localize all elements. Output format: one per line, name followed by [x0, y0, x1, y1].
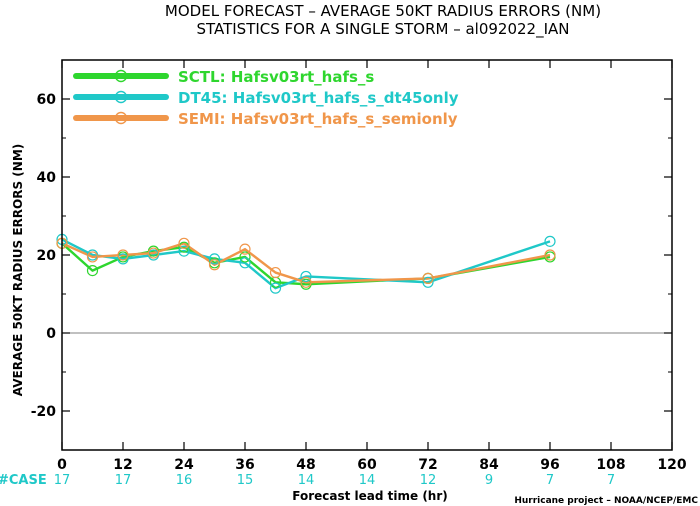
case-count: 15 [237, 473, 254, 488]
data-point-1-2 [117, 253, 129, 265]
x-tick-label: 36 [235, 457, 254, 473]
legend-entry-0: SCTL: Hafsv03rt_hafs_s [178, 68, 374, 86]
y-axis-label: AVERAGE 50KT RADIUS ERRORS (NM) [11, 144, 25, 396]
legend-marker-0 [114, 69, 128, 83]
data-point-1-7 [269, 282, 282, 294]
legend: SCTL: Hafsv03rt_hafs_s DT45: Hafsv03rt_ha… [73, 68, 459, 128]
data-point-2-7 [269, 266, 282, 279]
y-tick-label: 20 [37, 248, 57, 264]
data-point-2-5 [208, 259, 221, 271]
x-tick-label: 72 [418, 457, 437, 473]
legend-marker-1 [114, 90, 128, 104]
data-point-2-10 [544, 249, 556, 261]
legend-entry-1: DT45: Hafsv03rt_hafs_s_dt45only [178, 89, 459, 107]
case-count: 12 [420, 473, 437, 488]
y-tick-label: 0 [46, 326, 56, 342]
data-point-2-8 [300, 276, 312, 288]
chart-subtitle: STATISTICS FOR A SINGLE STORM – al092022… [196, 20, 569, 39]
data-point-1-8 [300, 270, 312, 283]
x-tick-label: 108 [596, 457, 625, 473]
x-tick-label: 60 [357, 457, 377, 473]
case-counts: 17 17 16 15 14 14 12 9 7 7 [54, 473, 615, 488]
x-tick-label: 48 [296, 457, 315, 473]
y-tick-label: -20 [31, 404, 57, 420]
series-layer [56, 233, 556, 294]
legend-entry-2: SEMI: Hafsv03rt_hafs_s_semionly [178, 110, 458, 128]
data-point-2-1 [86, 251, 99, 263]
x-tick-label: 0 [57, 457, 67, 473]
axis-layer: 0 12 24 36 48 60 72 84 96 108 120 -20 0 20 40 60 [31, 59, 687, 473]
case-count: 17 [54, 473, 71, 488]
x-tick-label: 120 [657, 457, 686, 473]
data-point-1-4 [178, 245, 190, 257]
case-count: 17 [115, 473, 132, 488]
case-count: 16 [176, 473, 193, 488]
data-point-1-6 [239, 257, 251, 269]
data-point-2-9 [422, 272, 434, 284]
y-tick-label: 60 [37, 92, 57, 108]
case-count: 9 [485, 473, 493, 488]
credit-text: Hurricane project – NOAA/NCEP/EMC [514, 496, 698, 506]
data-point-1-9 [422, 276, 434, 288]
case-label: #CASE [0, 473, 47, 488]
chart-title: MODEL FORECAST – AVERAGE 50KT RADIUS ERR… [165, 2, 601, 20]
y-tick-label: 40 [37, 170, 57, 186]
x-tick-label: 12 [113, 457, 132, 473]
x-axis-label: Forecast lead time (hr) [292, 489, 448, 503]
series-line-1 [61, 238, 551, 290]
data-point-0-6 [239, 251, 251, 263]
legend-marker-2 [114, 111, 128, 125]
data-point-1-10 [544, 235, 556, 247]
data-point-2-4 [178, 237, 190, 249]
data-point-0-1 [86, 265, 99, 277]
case-count: 14 [298, 473, 315, 488]
case-count: 14 [359, 473, 376, 488]
case-count: 7 [546, 473, 554, 488]
x-tick-label: 24 [174, 457, 194, 473]
data-point-2-6 [239, 243, 251, 255]
data-point-2-2 [117, 249, 129, 261]
series-line-2 [61, 242, 551, 284]
data-point-1-5 [208, 253, 221, 265]
case-count: 7 [607, 473, 615, 488]
x-tick-label: 96 [540, 457, 559, 473]
data-point-2-3 [147, 247, 160, 259]
data-point-0-4 [178, 241, 190, 253]
series-line-0 [61, 242, 551, 286]
x-tick-label: 84 [479, 457, 499, 473]
